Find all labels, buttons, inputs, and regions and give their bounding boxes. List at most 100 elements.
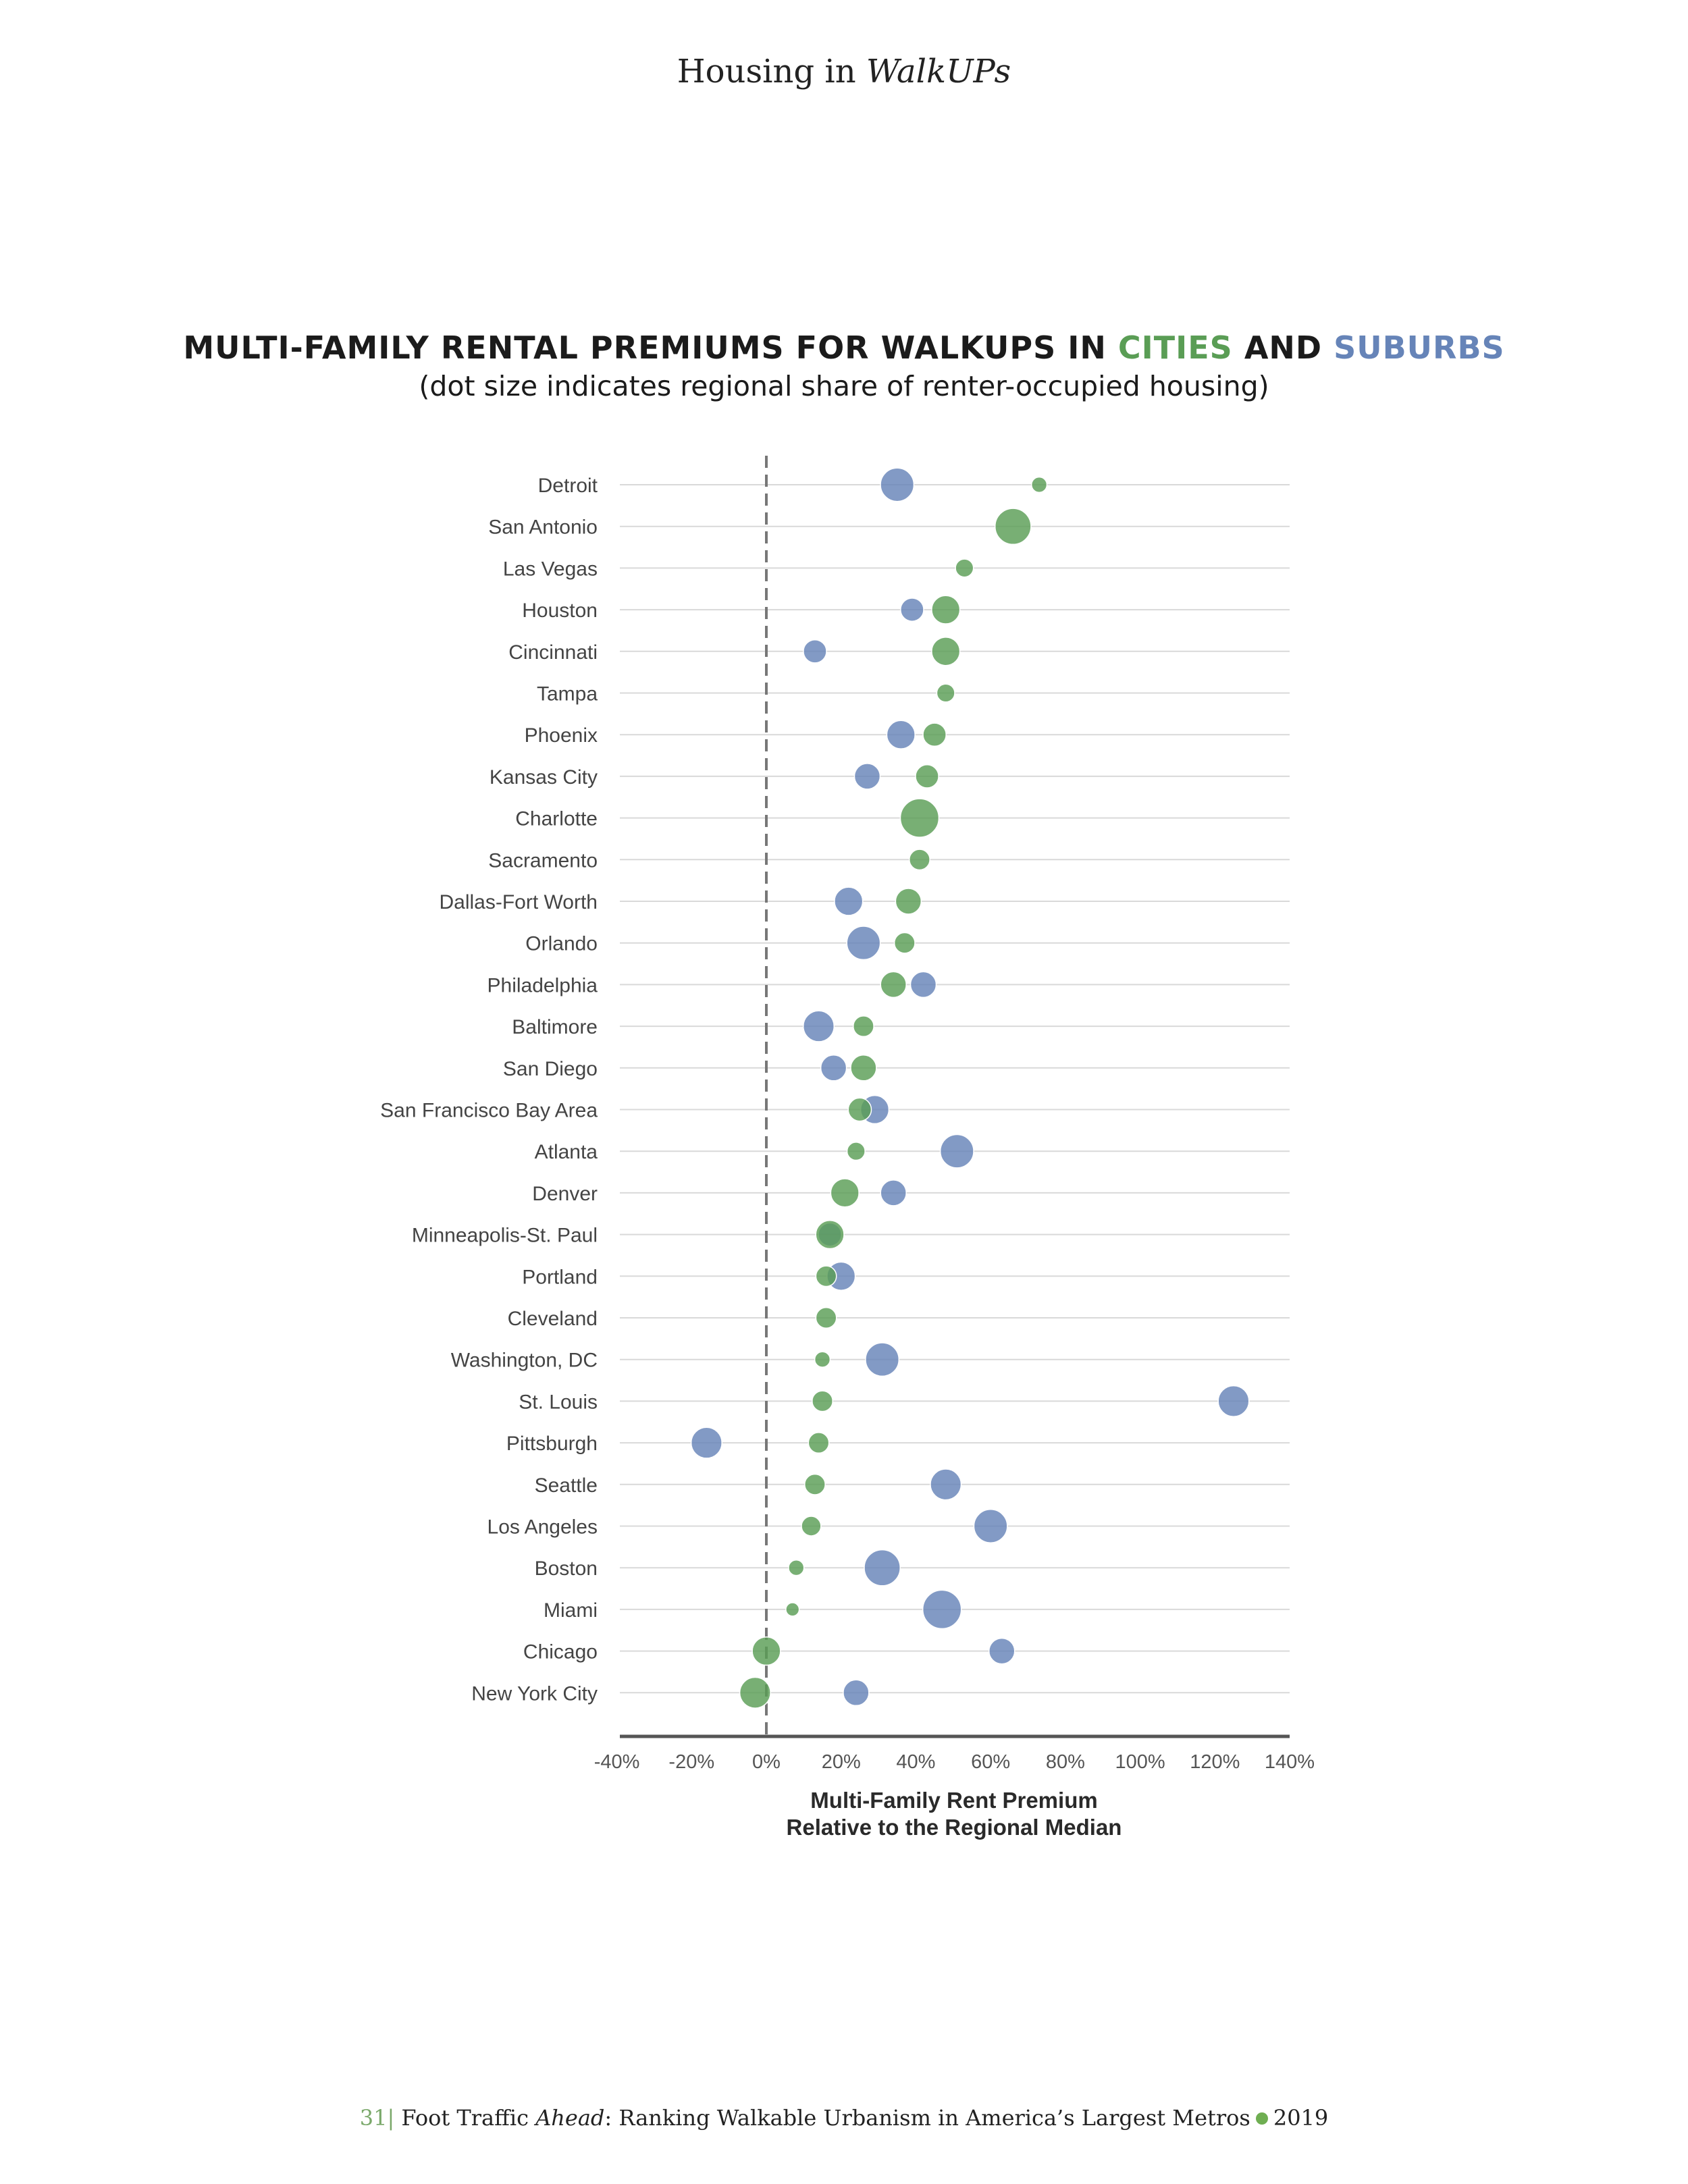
dot-cities [936,683,955,703]
category-label: Seattle [535,1474,598,1497]
dot-cities [830,1178,860,1208]
dot-cities [815,1265,837,1287]
dot-cities [909,849,930,871]
category-label: Cincinnati [508,641,598,664]
dot-cities [815,1219,845,1250]
dot-cities [893,932,916,954]
category-label: Tampa [537,683,598,705]
dot-suburbs [900,597,924,622]
chart-subtitle: (dot size indicates regional share of re… [419,370,1269,402]
dot-cities [785,1602,800,1617]
dot-suburbs [864,1549,901,1587]
x-tick-label: 140% [1265,1751,1315,1773]
category-label: Las Vegas [503,558,598,580]
title-suburbs: SUBURBS [1334,329,1505,366]
header-prefix: Housing in [677,53,866,90]
category-label: Cleveland [508,1308,598,1330]
page-footer: 31| Foot Traffic Ahead: Ranking Walkable… [0,2105,1688,2131]
category-label: San Diego [503,1058,598,1080]
dot-cities [915,764,939,789]
category-label: Phoenix [525,724,598,747]
dot-cities [922,722,947,747]
page-number: 31| [359,2105,395,2131]
dot-suburbs [930,1468,962,1501]
category-label: Washington, DC [451,1350,598,1372]
category-label: Sacramento [488,849,598,872]
dot-suburbs [843,1679,870,1707]
dot-suburbs [880,467,915,502]
category-label: St. Louis [519,1391,598,1413]
category-label: Kansas City [490,766,598,789]
category-labels: Detroit San Antonio Las Vegas Houston Cincin… [380,475,598,1705]
x-tick-label: 100% [1115,1751,1165,1773]
dot-suburbs [922,1589,962,1630]
x-tick-label: 0% [752,1751,781,1773]
dot-cities [846,1142,866,1161]
dot-suburbs [820,1055,847,1082]
dot-cities [788,1560,805,1576]
dot-cities [739,1676,771,1709]
dot-cities [815,1307,837,1329]
dots [690,467,1250,1709]
dot-cities [880,971,907,998]
category-label: Portland [522,1266,598,1288]
footer-italic: Ahead [535,2105,605,2131]
dot-cities [1030,476,1048,494]
category-label: Los Angeles [487,1516,598,1539]
x-axis-label-line2: Relative to the Regional Median [787,1815,1122,1840]
dot-suburbs [865,1342,900,1377]
chart-title: MULTI-FAMILY RENTAL PREMIUMS FOR WALKUPS… [0,329,1688,366]
dot-cities [955,558,974,578]
category-label: New York City [471,1682,598,1705]
footer-year: 2019 [1273,2105,1329,2131]
dot-suburbs [909,971,937,998]
category-label: Denver [532,1183,598,1205]
dot-cities [812,1390,833,1412]
dot-suburbs [690,1427,722,1459]
dot-cities [808,1432,830,1454]
category-label: Baltimore [512,1016,598,1038]
category-label: Pittsburgh [506,1433,598,1455]
category-label: Philadelphia [487,974,598,996]
dot-suburbs [846,926,881,961]
x-tick-label: 20% [822,1751,861,1773]
footer-text2: : Ranking Walkable Urbanism in America’s… [604,2105,1250,2131]
category-label: San Antonio [488,516,598,539]
dot-cities [895,888,922,915]
x-tick-label: -20% [668,1751,714,1773]
x-tick-labels: -40% -20% 0% 20% 40% 60% 80% 100% 120% 140% [594,1751,1315,1773]
x-tick-label: -40% [594,1751,640,1773]
dot-suburbs [886,720,916,749]
title-and: AND [1232,329,1334,366]
title-cities: CITIES [1117,329,1233,366]
category-label: San Francisco Bay Area [380,1100,598,1122]
x-tick-label: 40% [896,1751,935,1773]
dot-cities [751,1636,781,1666]
separator-dot-icon [1255,2112,1268,2125]
dot-cities [852,1015,874,1038]
dot-cities [995,508,1032,545]
category-label: Miami [544,1599,598,1622]
dot-suburbs [988,1637,1016,1665]
category-label: Charlotte [515,808,598,830]
dot-cities [801,1516,822,1537]
dot-suburbs [803,639,827,664]
dot-suburbs [939,1134,974,1169]
dot-cities [814,1351,831,1368]
x-tick-label: 60% [971,1751,1010,1773]
dot-suburbs [853,763,881,790]
dot-cities [850,1055,877,1082]
dot-suburbs [834,886,864,916]
category-label: Minneapolis-St. Paul [412,1225,598,1247]
category-label: Houston [522,600,598,622]
dot-cities [847,1097,872,1122]
dot-cities [804,1473,826,1495]
x-axis-label-line1: Multi-Family Rent Premium [810,1788,1097,1813]
dot-suburbs [802,1010,835,1042]
category-label: Dallas-Fort Worth [440,891,598,913]
category-label: Detroit [538,475,598,497]
title-part1: MULTI-FAMILY RENTAL PREMIUMS FOR WALKUPS… [183,329,1118,366]
dot-cities [931,595,961,624]
category-label: Chicago [523,1641,598,1663]
